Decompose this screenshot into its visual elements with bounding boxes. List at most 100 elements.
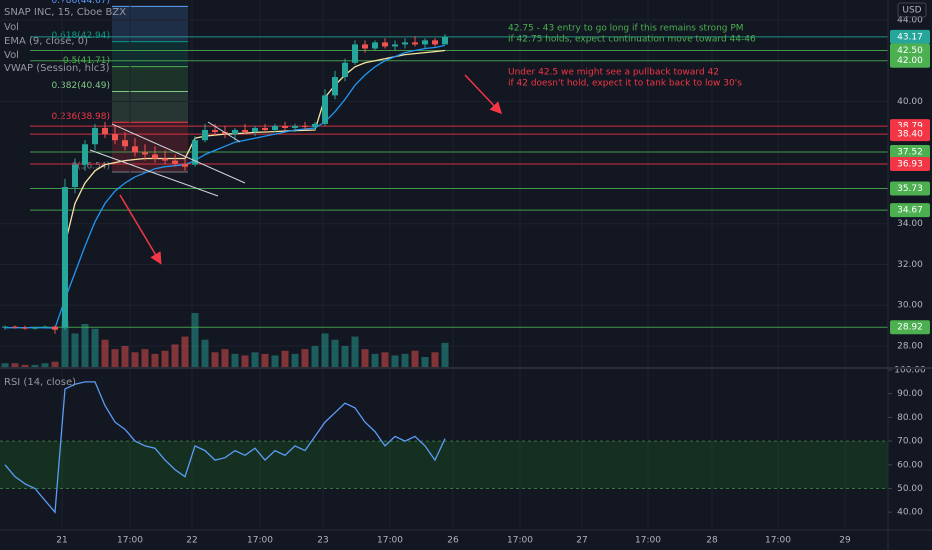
x-tick-label: 28 — [706, 536, 718, 546]
candle-body — [422, 40, 428, 45]
candle-body — [432, 40, 438, 45]
volume-bar — [41, 363, 49, 368]
trendline — [89, 149, 219, 197]
candle-body — [102, 127, 108, 135]
volume-bar — [61, 320, 69, 368]
candle-body — [212, 130, 218, 133]
y-tick-label: 32.00 — [897, 260, 923, 270]
rsi-line — [4, 381, 446, 514]
candle-body — [402, 42, 408, 45]
annotation: if 42.75 holds, expect continuation move… — [508, 35, 756, 45]
fib-label: 0(36.54) — [71, 161, 110, 171]
volume-bar — [341, 346, 349, 368]
fib-band — [112, 66, 188, 92]
level-label: 37.52 — [897, 148, 923, 158]
candle-body — [362, 44, 368, 49]
fib-label: 0.382(40.49) — [51, 81, 110, 91]
legend-item: Vol — [4, 50, 19, 61]
y-tick-label: 34.00 — [897, 219, 923, 229]
candle-body — [22, 327, 28, 329]
candle-body — [182, 163, 188, 167]
volume-bar — [411, 350, 419, 368]
candle-body — [52, 326, 58, 330]
legend-item: Vol — [4, 22, 19, 33]
arrow — [464, 74, 503, 115]
fib-band — [112, 41, 188, 67]
rsi-band — [0, 441, 888, 489]
volume-bar — [271, 355, 279, 368]
fib-label: 0.236(38.98) — [51, 112, 110, 122]
candle-body — [12, 326, 18, 328]
annotation: Under 42.5 we might see a pullback towar… — [508, 68, 719, 78]
level-label: 34.67 — [897, 206, 923, 216]
candle-body — [442, 36, 448, 45]
volume-bar — [101, 339, 109, 368]
level-tag — [890, 157, 930, 172]
volume-bar — [281, 350, 289, 368]
arrow — [119, 194, 162, 265]
candle-body — [242, 130, 248, 133]
level-tag — [890, 53, 930, 68]
volume-bar — [191, 313, 199, 368]
volume-bar — [221, 349, 229, 368]
candle-body — [312, 123, 318, 127]
volume-bar — [351, 336, 359, 368]
candle-body — [232, 130, 238, 135]
currency-box — [897, 2, 927, 18]
fib-band — [112, 91, 188, 123]
volume-bar — [211, 352, 219, 368]
rsi-tick-label: 50.00 — [897, 484, 923, 494]
ema-line — [5, 44, 446, 329]
candle-body — [322, 95, 328, 124]
x-tick-label: 17:00 — [507, 536, 533, 546]
trendline — [111, 123, 246, 184]
volume-bar — [111, 349, 119, 368]
volume-bar — [251, 352, 259, 368]
candle-body — [82, 144, 88, 165]
candle-body — [342, 62, 348, 78]
fib-label: 0.618(42.94) — [51, 31, 110, 41]
volume-bar — [401, 353, 409, 368]
candle-body — [282, 125, 288, 128]
candle-body — [112, 134, 118, 141]
level-tag — [890, 203, 930, 218]
volume-bar — [371, 353, 379, 368]
candle-body — [192, 140, 198, 165]
volume-bar — [421, 357, 429, 368]
volume-bar — [171, 344, 179, 368]
volume-bar — [261, 353, 269, 368]
candle-body — [72, 164, 78, 188]
candle-body — [42, 326, 48, 328]
x-tick-label: 17:00 — [377, 536, 403, 546]
volume-bar — [301, 349, 309, 368]
rsi-tick-label: 70.00 — [897, 437, 923, 447]
candle-body — [272, 125, 278, 131]
fib-label: 0.786(44.67) — [51, 0, 110, 6]
candle-body — [292, 125, 298, 128]
candle-body — [202, 130, 208, 141]
volume-bar — [51, 361, 59, 368]
volume-bar — [1, 363, 9, 368]
volume-bar — [161, 350, 169, 368]
volume-bar — [441, 342, 449, 368]
volume-bar — [431, 352, 439, 368]
rsi-tick-label: 60.00 — [897, 460, 923, 470]
volume-bar — [201, 339, 209, 368]
x-tick-label: 26 — [447, 536, 459, 546]
volume-bar — [21, 364, 29, 368]
candle-body — [92, 127, 98, 145]
volume-bar — [81, 324, 89, 368]
rsi-tick-label: 90.00 — [897, 389, 923, 399]
level-label: 42.50 — [897, 46, 923, 56]
candle-body — [122, 140, 128, 147]
candle-body — [352, 44, 358, 63]
candle-body — [142, 152, 148, 155]
volume-bar — [361, 349, 369, 368]
x-tick-label: 22 — [186, 536, 197, 546]
candle-body — [152, 154, 158, 159]
candle-body — [132, 146, 138, 153]
legend-item: EMA (9, close, 0) — [4, 36, 88, 47]
x-tick-label: 29 — [839, 536, 851, 546]
